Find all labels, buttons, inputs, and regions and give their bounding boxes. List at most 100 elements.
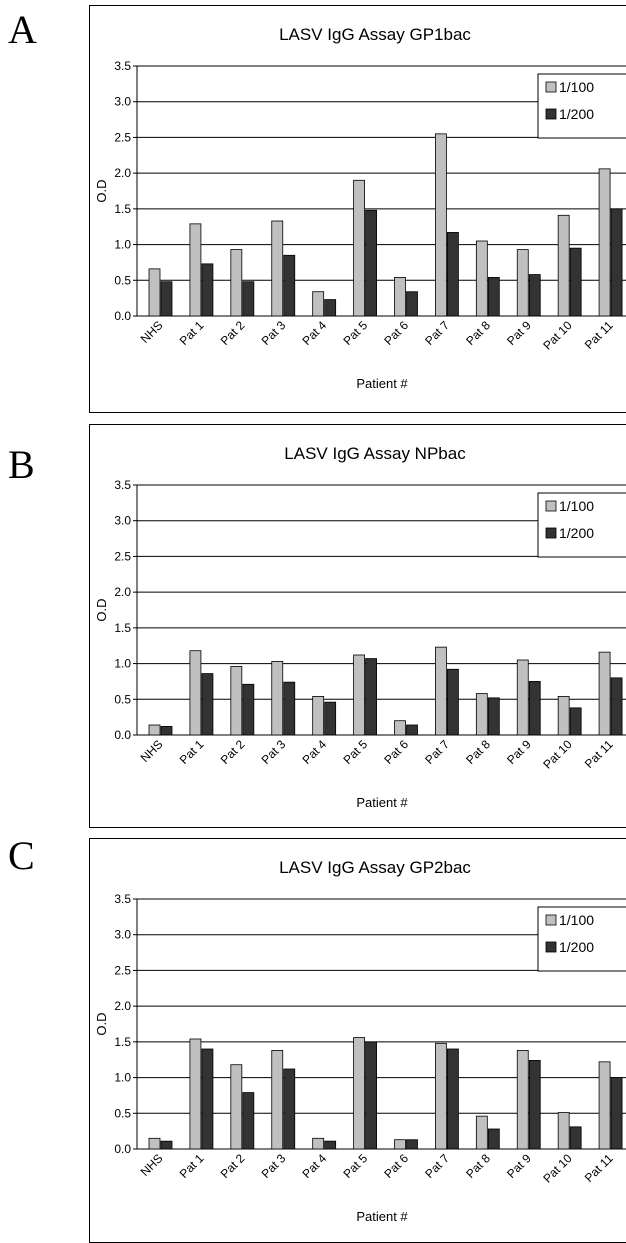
chart-2-xtick-label: Pat 3 bbox=[259, 1151, 289, 1181]
chart-0-bar-b bbox=[324, 299, 337, 317]
chart-1-bar-a bbox=[271, 661, 284, 736]
chart-1-ytick-label: 3.5 bbox=[114, 478, 131, 492]
chart-2-legend-label: 1/100 bbox=[559, 912, 594, 928]
chart-1-bar-b bbox=[324, 701, 337, 736]
chart-0-title: LASV IgG Assay GP1bac bbox=[279, 25, 471, 44]
chart-1-bar-a bbox=[475, 693, 488, 736]
chart-1-bar-a bbox=[312, 696, 325, 736]
chart-2-bar-b bbox=[447, 1048, 459, 1150]
chart-2-bar-b bbox=[324, 1140, 337, 1150]
chart-0-bar-a bbox=[271, 220, 284, 317]
chart-2-bar-b bbox=[610, 1077, 623, 1150]
chart-2-ytick-label: 3.5 bbox=[114, 892, 131, 906]
chart-1-bar-a bbox=[189, 650, 202, 736]
chart-2-bar-b bbox=[242, 1092, 255, 1150]
chart-2-bar-a bbox=[475, 1115, 488, 1150]
chart-2-ytick-label: 3.0 bbox=[114, 928, 131, 942]
chart-2-bar-a bbox=[516, 1050, 529, 1150]
chart-0-xtick-label: Pat 8 bbox=[463, 318, 493, 348]
chart-2-ytick-label: 0.0 bbox=[114, 1142, 131, 1156]
chart-2-bar-a bbox=[598, 1061, 611, 1150]
chart-1-xtick-label: Pat 10 bbox=[540, 737, 575, 772]
chart-2-bar-a bbox=[435, 1042, 447, 1150]
chart-2-ytick-label: 0.5 bbox=[114, 1106, 131, 1120]
chart-1-xtick-label: Pat 2 bbox=[218, 737, 248, 767]
chart-0-xtick-label: Pat 1 bbox=[177, 318, 207, 348]
chart-2-legend-swatch bbox=[545, 941, 557, 953]
chart-2-bar-a bbox=[148, 1137, 161, 1150]
chart-0-ytick-label: 1.0 bbox=[114, 238, 131, 252]
chart-0-bar-a bbox=[475, 240, 488, 317]
chart-2-bar-a bbox=[557, 1112, 570, 1150]
chart-0-bar-b bbox=[528, 274, 541, 317]
chart-2-xtick-label: Pat 10 bbox=[540, 1151, 575, 1186]
chart-0-ytick-label: 3.5 bbox=[114, 59, 131, 73]
chart-0-bar-a bbox=[394, 277, 406, 317]
chart-0-bar-b bbox=[201, 263, 214, 317]
chart-1-bar-a bbox=[598, 651, 611, 736]
chart-2-bar-b bbox=[487, 1128, 500, 1150]
panel-letter-b: B bbox=[8, 442, 35, 487]
chart-1-xtick-label: Pat 5 bbox=[340, 737, 370, 767]
chart-1-bar-a bbox=[516, 659, 529, 736]
chart-0-bar-b bbox=[487, 277, 500, 317]
chart-1-bar-b bbox=[406, 724, 418, 736]
chart-0-xtick-label: Pat 3 bbox=[259, 318, 289, 348]
chart-panel-c: LASV IgG Assay GP2bac 0.0 0.5 1.0 1.5 2.0 2.5 3… bbox=[89, 838, 626, 1243]
chart-0-xtick-label: Pat 9 bbox=[504, 318, 534, 348]
chart-0-bar-a bbox=[516, 249, 529, 317]
chart-0-ytick-label: 2.5 bbox=[114, 130, 131, 144]
chart-2-bar-a bbox=[189, 1038, 202, 1150]
chart-1-ytick-label: 2.0 bbox=[114, 585, 131, 599]
chart-2-bar-a bbox=[394, 1139, 406, 1150]
chart-1-xtick-label: Pat 6 bbox=[381, 737, 411, 767]
chart-0-xtick-label: Pat 4 bbox=[300, 318, 330, 348]
chart-2-bar-a bbox=[353, 1037, 365, 1150]
chart-2-bar-b bbox=[365, 1041, 377, 1150]
chart-0-xlabel: Patient # bbox=[356, 376, 408, 391]
chart-1-bar-b bbox=[569, 707, 582, 736]
chart-0-ytick-label: 2.0 bbox=[114, 166, 131, 180]
chart-2-xtick-label: Pat 9 bbox=[504, 1151, 534, 1181]
chart-2-bar-a bbox=[271, 1050, 284, 1150]
chart-0-bar-b bbox=[160, 281, 173, 317]
chart-2-ytick-label: 2.0 bbox=[114, 999, 131, 1013]
chart-1-xtick-label: Pat 3 bbox=[259, 737, 289, 767]
chart-2-xtick-label: Pat 1 bbox=[177, 1151, 207, 1181]
chart-0-bar-a bbox=[189, 223, 202, 317]
chart-0-xtick-label: Pat 6 bbox=[381, 318, 411, 348]
chart-1-legend-swatch bbox=[545, 527, 557, 539]
chart-0-bar-b bbox=[283, 254, 296, 317]
chart-1-xlabel: Patient # bbox=[356, 795, 408, 810]
chart-0-xtick-label: Pat 11 bbox=[582, 318, 616, 352]
chart-1-bar-a bbox=[435, 646, 447, 736]
chart-0-legend-swatch bbox=[545, 108, 557, 120]
chart-0-legend-label: 1/100 bbox=[559, 79, 594, 95]
chart-1-ytick-label: 0.5 bbox=[114, 692, 131, 706]
chart-1-ytick-label: 1.0 bbox=[114, 657, 131, 671]
chart-2-ytick-label: 1.0 bbox=[114, 1071, 131, 1085]
chart-0-bar-b bbox=[447, 232, 459, 317]
chart-2-bar-b bbox=[569, 1126, 582, 1150]
chart-panel-b: LASV IgG Assay NPbac 0.0 0.5 1.0 1.5 2.0 2.5 3.… bbox=[89, 424, 626, 828]
chart-0-xtick-label: Pat 5 bbox=[340, 318, 370, 348]
chart-svg-a: LASV IgG Assay GP1bac 0.0 0.5 1.0 1.5 2.0 2.5 3… bbox=[94, 25, 626, 391]
chart-1-bar-a bbox=[557, 696, 570, 736]
chart-1-xtick-label: Pat 4 bbox=[300, 737, 330, 767]
chart-1-bar-b bbox=[283, 681, 296, 736]
chart-1-title: LASV IgG Assay NPbac bbox=[284, 444, 466, 463]
chart-2-bar-b bbox=[201, 1048, 214, 1150]
chart-0-xtick-label: NHS bbox=[138, 318, 166, 346]
chart-2-xlabel: Patient # bbox=[356, 1209, 408, 1224]
chart-2-xtick-label: Pat 4 bbox=[300, 1151, 330, 1181]
chart-0-bar-a bbox=[435, 133, 447, 317]
chart-0-bar-a bbox=[353, 179, 365, 317]
chart-2-bar-b bbox=[160, 1140, 173, 1150]
chart-1-ytick-label: 1.5 bbox=[114, 621, 131, 635]
chart-0-bar-a bbox=[598, 168, 611, 317]
chart-0-bar-b bbox=[242, 281, 255, 317]
chart-2-xtick-label: Pat 2 bbox=[218, 1151, 248, 1181]
chart-0-bar-a bbox=[312, 291, 325, 317]
chart-1-xtick-label: Pat 8 bbox=[463, 737, 493, 767]
chart-0-legend-box bbox=[537, 73, 626, 139]
